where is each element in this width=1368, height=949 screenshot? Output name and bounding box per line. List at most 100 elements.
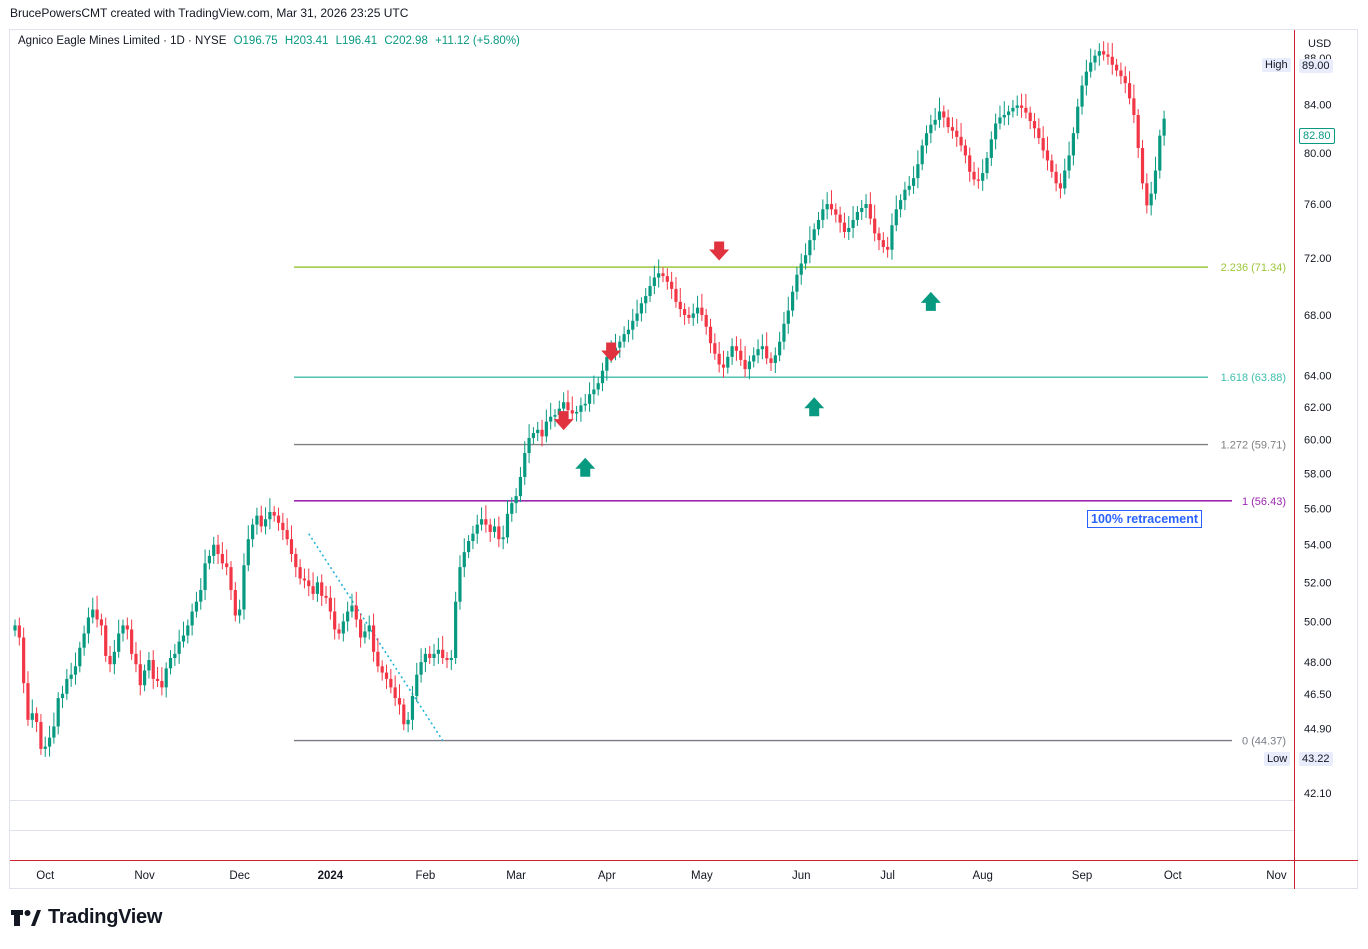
- candle-body: [976, 179, 980, 181]
- candle-body: [263, 519, 268, 527]
- candle: [1093, 49, 1097, 71]
- candle-body: [108, 655, 112, 665]
- candle-body: [743, 359, 747, 370]
- arrows: [553, 241, 941, 477]
- time-tick: Aug: [972, 870, 992, 882]
- candle: [181, 621, 186, 648]
- candle-body: [428, 653, 432, 658]
- candle-body: [307, 580, 311, 587]
- candle-body: [1149, 193, 1153, 206]
- candle: [164, 662, 168, 698]
- candle: [268, 498, 272, 530]
- retracement-label[interactable]: 100% retracement: [1087, 510, 1203, 528]
- candle: [1063, 158, 1067, 195]
- candle-body: [134, 653, 138, 665]
- candle: [708, 318, 713, 354]
- low-price-tag: 43.22: [1299, 752, 1333, 766]
- candle-body: [69, 674, 73, 679]
- fib-levels: 2.236 (71.34) 1.618 (63.88) 1.272 (59.71) 1…: [294, 262, 1286, 748]
- candle-body: [1119, 70, 1123, 77]
- tradingview-logo[interactable]: TradingView: [11, 906, 162, 929]
- candle-body: [328, 597, 332, 612]
- symbol-name[interactable]: Agnico Eagle Mines Limited · 1D · NYSE: [18, 35, 227, 47]
- candle: [1041, 126, 1045, 159]
- candle-body: [337, 629, 341, 634]
- candle: [989, 131, 993, 166]
- candle-body: [341, 621, 345, 634]
- candle: [108, 646, 112, 673]
- time-tick: 2024: [318, 870, 344, 882]
- candle-body: [449, 657, 453, 661]
- up-arrow-icon: [920, 291, 941, 311]
- candle: [881, 232, 885, 253]
- candle: [1045, 136, 1050, 171]
- candle: [704, 308, 708, 335]
- time-tick: Feb: [415, 870, 435, 882]
- candle: [1097, 43, 1101, 66]
- candle-body: [276, 515, 281, 523]
- candle-body: [981, 173, 985, 181]
- candle-body: [942, 111, 946, 118]
- candle: [847, 216, 851, 241]
- fib-label: 2.236 (71.34): [1221, 262, 1286, 274]
- candle: [631, 308, 635, 340]
- candle: [695, 295, 700, 324]
- candle: [43, 736, 47, 757]
- candle-body: [52, 726, 56, 738]
- candle-body: [652, 277, 656, 287]
- candle: [130, 619, 134, 660]
- candle: [276, 507, 281, 531]
- candle-body: [972, 171, 976, 180]
- candle-body: [1145, 183, 1149, 206]
- candle: [207, 549, 211, 570]
- chart-frame: [9, 29, 1358, 889]
- price-tick: 68.00: [1304, 310, 1332, 322]
- candle: [644, 288, 648, 314]
- candle: [1084, 59, 1088, 96]
- candle-body: [216, 544, 220, 554]
- candle: [670, 271, 674, 299]
- currency-label[interactable]: USD: [1308, 38, 1332, 50]
- candle: [13, 619, 17, 637]
- candle: [510, 497, 514, 522]
- time-tick: Apr: [598, 870, 616, 882]
- candle: [791, 285, 795, 317]
- candle-body: [467, 541, 471, 553]
- candle-body: [959, 136, 963, 146]
- candle-body: [929, 124, 933, 134]
- candle: [492, 518, 497, 538]
- candle-body: [769, 358, 773, 363]
- candle: [998, 105, 1002, 130]
- candle-body: [246, 539, 250, 566]
- candle-body: [1106, 54, 1110, 57]
- candle-body: [886, 246, 890, 250]
- candle-body: [674, 288, 678, 302]
- candle: [380, 660, 384, 681]
- candle-body: [730, 346, 734, 357]
- candle-body: [298, 567, 302, 579]
- candle: [251, 518, 255, 548]
- candle-body: [13, 625, 17, 631]
- candle: [765, 332, 769, 365]
- candle-body: [691, 313, 695, 318]
- candle: [501, 525, 505, 550]
- candle-body: [553, 415, 557, 417]
- candle: [138, 650, 142, 696]
- candle-body: [233, 590, 237, 616]
- fib-label: 1.272 (59.71): [1221, 440, 1286, 452]
- candle: [864, 194, 868, 219]
- candle-body: [734, 346, 739, 351]
- candle-body: [155, 678, 160, 682]
- time-tick: Nov: [134, 870, 155, 882]
- candle: [151, 650, 155, 689]
- candle-body: [289, 539, 294, 554]
- candle: [626, 319, 631, 343]
- candle: [911, 166, 916, 194]
- candle-body: [721, 364, 726, 368]
- candle-body: [121, 625, 125, 634]
- candle: [225, 549, 229, 576]
- candle: [359, 613, 363, 648]
- candle: [687, 306, 691, 324]
- candle: [834, 203, 838, 223]
